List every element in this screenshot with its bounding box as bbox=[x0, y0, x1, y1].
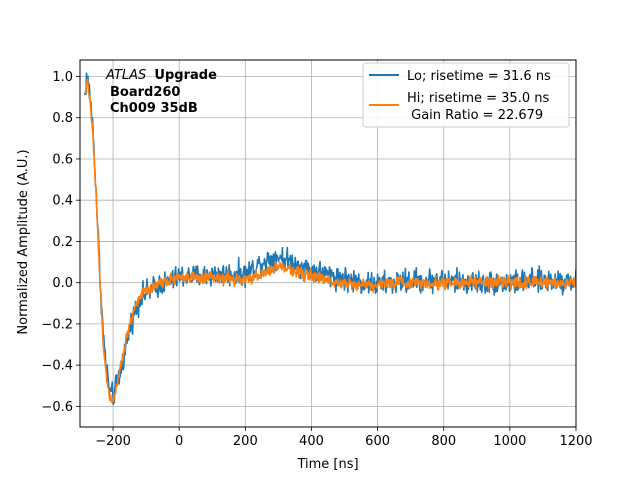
x-tick-label: 600 bbox=[365, 434, 390, 449]
legend: Lo; risetime = 31.6 ns Hi; risetime = 35… bbox=[362, 62, 570, 128]
board-label: Board260 bbox=[110, 85, 180, 100]
plot-frame bbox=[79, 59, 577, 428]
y-axis-title: Normalized Amplitude (A.U.) bbox=[16, 149, 31, 334]
series-layer bbox=[84, 72, 576, 406]
y-tick-label: 0.6 bbox=[52, 152, 73, 167]
x-axis-title: Time [ns] bbox=[296, 457, 358, 472]
legend-label-hi: Hi; risetime = 35.0 ns bbox=[407, 91, 549, 106]
atlas-label: ATLAS bbox=[105, 68, 146, 83]
legend-box bbox=[362, 62, 570, 128]
y-tick-label: 0.4 bbox=[52, 194, 73, 209]
x-tick-label: 400 bbox=[299, 434, 324, 449]
y-tick-label: 1.0 bbox=[52, 70, 73, 85]
x-ticks: −200 0 200 400 600 800 1000 1200 bbox=[95, 427, 593, 449]
x-tick-label: 800 bbox=[431, 434, 456, 449]
legend-label-lo: Lo; risetime = 31.6 ns bbox=[407, 69, 551, 84]
y-tick-label: 0.0 bbox=[52, 276, 73, 291]
y-tick-label: −0.4 bbox=[41, 359, 73, 374]
x-tick-label: 1200 bbox=[559, 434, 592, 449]
y-tick-label: −0.6 bbox=[41, 400, 73, 415]
x-tick-label: −200 bbox=[95, 434, 131, 449]
series-line-1 bbox=[84, 78, 576, 404]
y-tick-label: 0.8 bbox=[52, 111, 73, 126]
atlas-annotation: ATLAS Upgrade bbox=[105, 68, 217, 83]
upgrade-label: Upgrade bbox=[154, 68, 217, 83]
x-tick-label: 0 bbox=[175, 434, 183, 449]
x-tick-label: 1000 bbox=[493, 434, 526, 449]
channel-label: Ch009 35dB bbox=[110, 101, 198, 116]
y-ticks: −0.6 −0.4 −0.2 0.0 0.2 0.4 0.6 0.8 1.0 bbox=[41, 70, 80, 415]
y-tick-label: 0.2 bbox=[52, 235, 73, 250]
x-tick-label: 200 bbox=[233, 434, 258, 449]
legend-label-gain-ratio: Gain Ratio = 22.679 bbox=[407, 108, 543, 123]
y-tick-label: −0.2 bbox=[41, 317, 73, 332]
